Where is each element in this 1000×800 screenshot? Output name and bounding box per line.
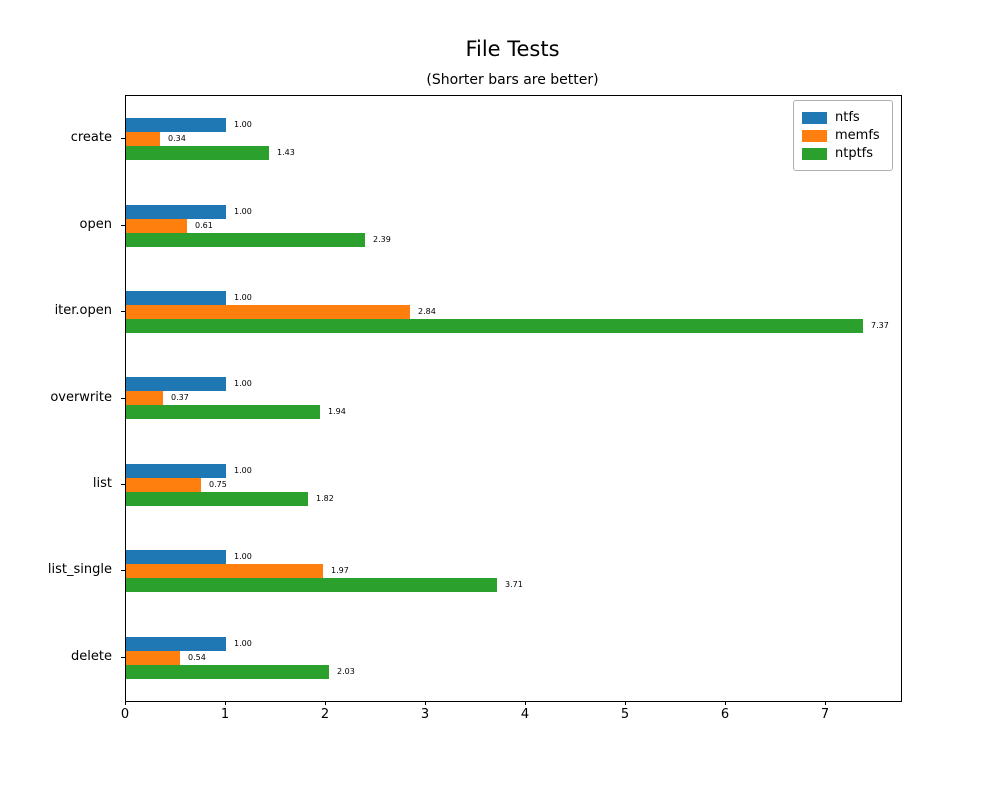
category-row: 1.00 0.54 2.03 (126, 615, 901, 701)
category-row: 1.00 0.75 1.82 (126, 442, 901, 528)
bar-memfs (126, 218, 187, 233)
x-tick-mark (125, 701, 126, 705)
x-tick-label: 2 (320, 707, 330, 722)
y-tick-label: list (92, 475, 112, 491)
bar-value-label: 1.00 (234, 206, 252, 216)
legend-swatch (802, 112, 827, 124)
y-tick-mark (121, 311, 125, 313)
bar-value-label: 7.37 (871, 321, 889, 331)
bar-value-label: 1.00 (234, 293, 252, 303)
bar-ntfs (126, 463, 226, 478)
bar-value-label: 1.00 (234, 465, 252, 475)
bar-value-label: 2.84 (418, 307, 436, 317)
legend: ntfs memfs ntptfs (793, 100, 893, 171)
bar-value-label: 1.97 (331, 566, 349, 576)
bar-ntfs (126, 118, 226, 133)
legend-swatch (802, 130, 827, 142)
bar-ntptfs (126, 578, 497, 593)
y-tick-mark (121, 138, 125, 140)
y-tick-label: delete (71, 648, 112, 664)
bar-value-label: 1.00 (234, 552, 252, 562)
y-tick-label: open (79, 216, 112, 232)
bar-ntptfs (126, 664, 329, 679)
x-tick-label: 3 (420, 707, 430, 722)
x-tick-label: 4 (520, 707, 530, 722)
y-tick-mark (121, 483, 125, 485)
legend-item-ntfs: ntfs (802, 110, 884, 126)
bar-value-label: 1.00 (234, 120, 252, 130)
chart-subtitle: (Shorter bars are better) (426, 72, 599, 88)
y-tick-label: iter.open (54, 303, 112, 319)
bar-memfs (126, 477, 201, 492)
category-row: 1.00 0.61 2.39 (126, 182, 901, 268)
category-row: 1.00 0.34 1.43 (126, 96, 901, 182)
bar-ntptfs (126, 232, 365, 247)
bar-value-label: 0.37 (171, 393, 189, 403)
x-tick-label: 6 (720, 707, 730, 722)
x-tick-mark (425, 701, 426, 705)
bar-value-label: 1.00 (234, 638, 252, 648)
x-tick-mark (825, 701, 826, 705)
x-tick-label: 7 (820, 707, 830, 722)
y-tick-mark (121, 656, 125, 658)
category-row: 1.00 1.97 3.71 (126, 528, 901, 614)
x-tick-mark (525, 701, 526, 705)
legend-label: ntptfs (835, 146, 874, 161)
bar-ntfs (126, 377, 226, 392)
x-tick-mark (225, 701, 226, 705)
category-row: 1.00 0.37 1.94 (126, 355, 901, 441)
bar-ntfs (126, 550, 226, 565)
x-tick-mark (325, 701, 326, 705)
x-tick-label: 0 (120, 707, 130, 722)
bar-memfs (126, 132, 160, 147)
y-tick-mark (121, 224, 125, 226)
bar-value-label: 1.00 (234, 379, 252, 389)
legend-label: memfs (835, 128, 880, 143)
y-tick-label: create (70, 130, 112, 146)
bar-value-label: 0.61 (195, 220, 213, 230)
bar-value-label: 1.94 (328, 407, 346, 417)
legend-label: ntfs (835, 110, 860, 125)
bar-ntptfs (126, 491, 308, 506)
x-tick-mark (625, 701, 626, 705)
y-tick-mark (121, 397, 125, 399)
y-tick-label: list_single (47, 562, 112, 578)
plot-area: 1.00 0.34 1.43 1.00 0.61 2.39 1.00 2.84 7.37 1.00… (125, 95, 902, 702)
x-tick-mark (725, 701, 726, 705)
bar-memfs (126, 391, 163, 406)
bar-ntfs (126, 291, 226, 306)
bar-ntfs (126, 636, 226, 651)
bar-value-label: 2.03 (337, 666, 355, 676)
y-tick-label: overwrite (50, 389, 112, 405)
category-row: 1.00 2.84 7.37 (126, 269, 901, 355)
bar-value-label: 3.71 (505, 580, 523, 590)
bar-memfs (126, 650, 180, 665)
bar-memfs (126, 305, 410, 320)
bar-value-label: 0.75 (209, 479, 227, 489)
bar-value-label: 1.43 (277, 148, 295, 158)
y-tick-mark (121, 570, 125, 572)
bar-value-label: 0.34 (168, 134, 186, 144)
bar-ntfs (126, 204, 226, 219)
bar-value-label: 0.54 (188, 652, 206, 662)
legend-swatch (802, 148, 827, 160)
bar-value-label: 2.39 (373, 234, 391, 244)
bar-memfs (126, 564, 323, 579)
bar-ntptfs (126, 405, 320, 420)
x-tick-label: 5 (620, 707, 630, 722)
legend-item-ntptfs: ntptfs (802, 146, 884, 162)
legend-item-memfs: memfs (802, 128, 884, 144)
bar-ntptfs (126, 319, 863, 334)
bar-ntptfs (126, 146, 269, 161)
x-tick-label: 1 (220, 707, 230, 722)
chart-title: File Tests (465, 37, 560, 61)
bar-value-label: 1.82 (316, 493, 334, 503)
